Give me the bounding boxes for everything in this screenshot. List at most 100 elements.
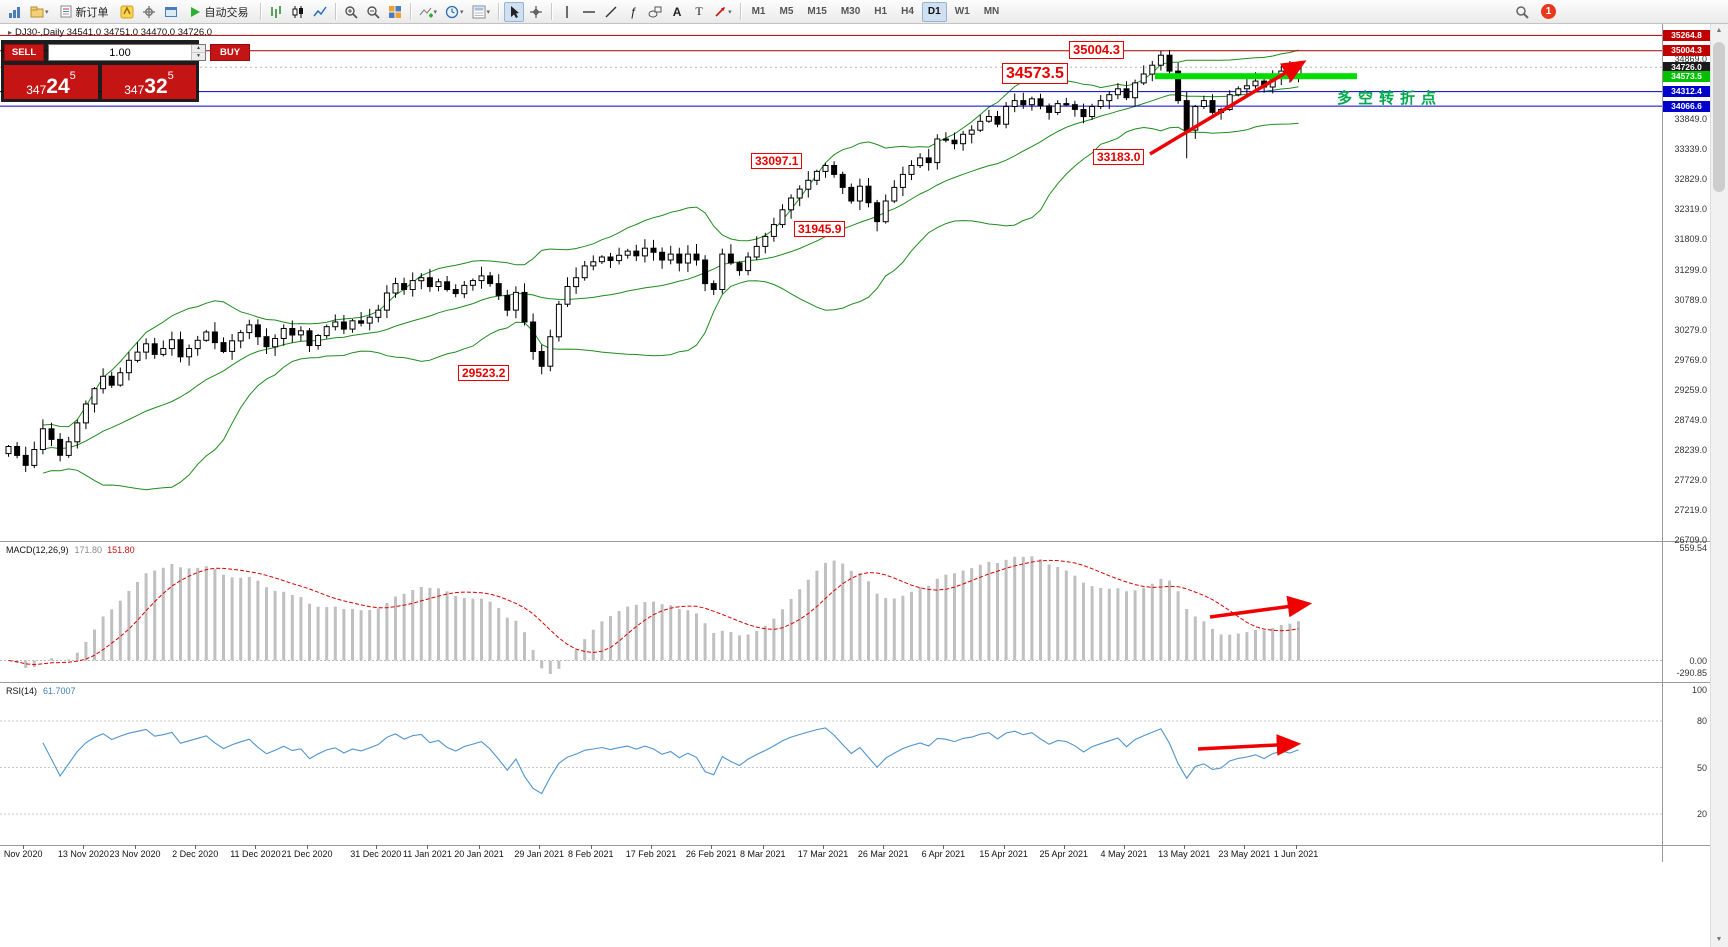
play-icon [190,6,200,17]
vertical-line-tool-button[interactable] [557,2,577,22]
scrollbar-thumb[interactable] [1713,42,1725,192]
cursor-tool-button[interactable] [504,1,525,22]
timeframe-d1[interactable]: D1 [921,1,947,22]
autotrading-label: 自动交易 [204,6,249,19]
tile-windows-icon [388,5,401,18]
time-axis[interactable] [0,845,1662,863]
periods-button[interactable]: ▾ [442,2,467,22]
price-digits: 347 [26,83,47,97]
metaeditor-button[interactable] [117,2,137,22]
main-toolbar: ▾ 新订单 自动交易 ▾ ▾ ▾ ƒ A T ▾ M1 M5 M15 M30 [0,0,1728,24]
trendline-tool-button[interactable] [601,2,621,22]
options-button[interactable] [139,2,159,22]
price-digits: 5 [167,70,174,82]
chevron-down-icon: ▾ [486,8,491,16]
buy-price[interactable]: 347 32 5 [102,65,196,99]
fibonacci-tool-button[interactable]: ƒ [623,2,643,22]
price-callout[interactable]: 29523.2 [458,365,510,382]
crosshair-tool-button[interactable] [526,2,546,22]
candlestick-icon [292,5,303,18]
price-digits: 32 [144,75,168,99]
vertical-scrollbar[interactable]: ▲ ▼ [1710,24,1728,947]
lot-size-input[interactable] [49,45,191,60]
timeframe-mn[interactable]: MN [978,2,1006,22]
chevron-down-icon: ▾ [728,8,732,16]
new-chart-button[interactable] [5,2,25,22]
text-tool-button[interactable]: A [667,2,687,22]
scroll-down-icon[interactable]: ▼ [1715,936,1723,943]
price-callout[interactable]: 34573.5 [1002,63,1068,85]
line-chart-icon [312,6,327,16]
indicators-button[interactable]: ▾ [416,2,441,22]
line-chart-button[interactable] [310,2,330,22]
price-callout[interactable]: 31945.9 [794,221,846,238]
lot-decrease-button[interactable]: ▼ [192,53,205,60]
zoom-in-button[interactable] [341,2,361,22]
new-order-label: 新订单 [75,6,109,19]
trendline-icon [605,6,617,17]
price-digits: 24 [46,75,70,99]
horizontal-line-icon [583,10,596,13]
timeframe-m30[interactable]: M30 [835,2,866,22]
zoom-in-icon [344,5,358,19]
indicators-plus-icon [419,7,433,17]
new-order-icon [60,5,72,18]
price-callout[interactable]: 33097.1 [751,153,803,170]
profiles-button[interactable]: ▾ [27,2,52,22]
text-icon: A [672,4,682,19]
autotrading-button[interactable]: 自动交易 [183,2,255,22]
notification-badge[interactable]: 1 [1541,4,1556,19]
gear-icon [142,5,155,18]
chevron-down-icon: ▾ [45,8,49,16]
price-digits: 347 [124,83,145,97]
timeframe-h1[interactable]: H1 [868,2,893,22]
arrows-tool-button[interactable]: ▾ [711,2,735,22]
metaeditor-icon [120,5,134,18]
ohlc-bars-icon [270,5,281,18]
crosshair-icon [530,5,543,18]
timeframe-w1[interactable]: W1 [949,2,976,22]
zoom-out-button[interactable] [363,2,383,22]
price-callout[interactable]: 33183.0 [1093,149,1145,166]
buy-button[interactable]: BUY [210,44,250,61]
zoom-out-icon [366,5,380,19]
new-chart-icon [9,6,20,18]
label-icon: T [695,4,703,18]
chevron-down-icon: ▾ [460,8,464,16]
fullscreen-icon [164,6,177,17]
shapes-tool-button[interactable] [645,2,665,22]
profiles-folder-icon [30,6,44,17]
search-button[interactable] [1512,2,1532,22]
timeframe-m1[interactable]: M1 [746,2,772,22]
arrow-object-icon [715,7,726,17]
toolbar-separator [739,3,741,20]
lot-spinner: ▲ ▼ [191,45,205,60]
templates-button[interactable]: ▾ [469,2,494,22]
clock-icon [445,5,459,18]
chart-area[interactable] [0,24,1662,845]
lot-increase-button[interactable]: ▲ [192,45,205,53]
price-axis[interactable] [1662,24,1711,862]
fibonacci-icon: ƒ [629,4,637,19]
cursor-icon [510,5,519,18]
timeframe-m15[interactable]: M15 [801,2,832,22]
candlestick-button[interactable] [288,2,308,22]
vertical-line-icon [566,5,568,18]
chevron-down-icon: ▾ [433,8,438,16]
toolbar-separator [409,3,411,20]
tile-windows-button[interactable] [385,2,405,22]
timeframe-h4[interactable]: H4 [895,2,920,22]
search-icon [1516,5,1529,19]
label-tool-button[interactable]: T [689,2,709,22]
sell-price[interactable]: 347 24 5 [4,65,98,99]
price-callout[interactable]: 35004.3 [1069,41,1124,59]
fullscreen-button[interactable] [161,2,181,22]
horizontal-line-tool-button[interactable] [579,2,599,22]
bar-chart-button[interactable] [266,2,286,22]
sell-button[interactable]: SELL [4,44,44,61]
timeframe-m5[interactable]: M5 [773,2,799,22]
toolbar-separator [551,3,553,20]
scroll-up-icon[interactable]: ▲ [1715,27,1723,34]
new-order-button[interactable]: 新订单 [54,2,115,22]
